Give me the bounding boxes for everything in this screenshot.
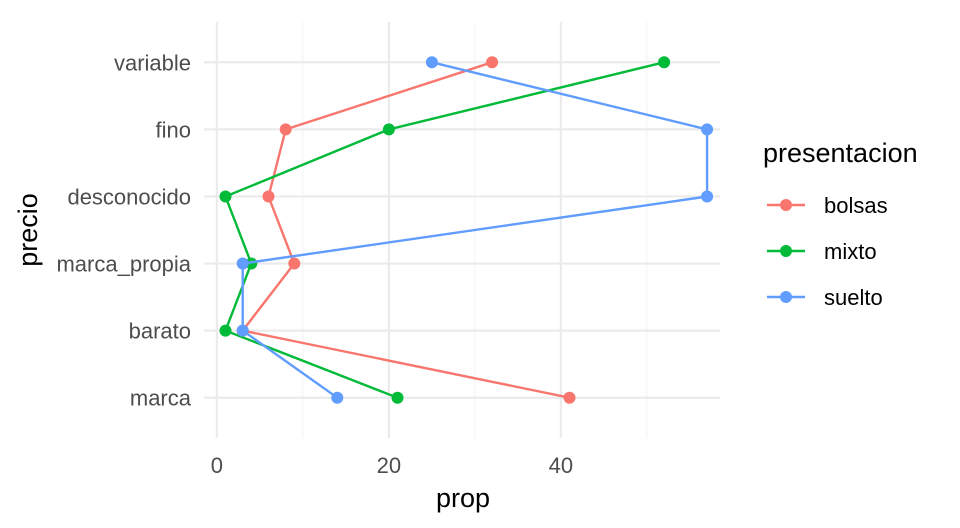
point-suelto-variable xyxy=(425,56,438,69)
point-bolsas-desconocido xyxy=(262,190,275,203)
x-tick-label-40: 40 xyxy=(549,453,573,478)
legend-label-bolsas: bolsas xyxy=(824,193,888,218)
point-bolsas-marca xyxy=(563,391,576,404)
point-bolsas-marca_propia xyxy=(288,257,301,270)
legend-key-point xyxy=(780,199,792,211)
legend-key-point xyxy=(780,291,792,303)
y-axis-ticks: marca barato marca_propia desconocido fino va… xyxy=(56,50,191,410)
point-suelto-barato xyxy=(236,324,249,337)
point-suelto-marca_propia xyxy=(236,257,249,270)
y-tick-label-marca_propia: marca_propia xyxy=(56,252,191,277)
series-bolsas xyxy=(236,56,576,404)
x-axis-ticks: 0 20 40 xyxy=(211,453,573,478)
point-suelto-marca xyxy=(331,391,344,404)
point-suelto-desconocido xyxy=(701,190,714,203)
point-suelto-fino xyxy=(701,123,714,136)
series-line-suelto xyxy=(241,61,709,399)
series-layer xyxy=(219,56,714,404)
y-tick-label-variable: variable xyxy=(114,50,191,75)
point-bolsas-fino xyxy=(279,123,292,136)
legend-label-suelto: suelto xyxy=(824,285,883,310)
series-line-mixto xyxy=(224,61,665,399)
y-tick-label-marca: marca xyxy=(130,386,192,411)
y-tick-label-barato: barato xyxy=(129,319,191,344)
legend-items: bolsas mixto suelto xyxy=(767,193,888,310)
legend-item-mixto: mixto xyxy=(767,239,877,264)
legend-title: presentacion xyxy=(763,138,918,168)
legend-key-point xyxy=(780,245,792,257)
series-mixto xyxy=(219,56,671,404)
y-tick-label-desconocido: desconocido xyxy=(67,184,191,209)
point-mixto-barato xyxy=(219,324,232,337)
legend: presentacion bolsas mixto suelto xyxy=(763,138,918,310)
legend-item-suelto: suelto xyxy=(767,285,883,310)
point-mixto-desconocido xyxy=(219,190,232,203)
point-mixto-variable xyxy=(658,56,671,69)
point-bolsas-variable xyxy=(486,56,499,69)
legend-label-mixto: mixto xyxy=(824,239,877,264)
point-mixto-fino xyxy=(382,123,395,136)
series-suelto xyxy=(236,56,714,404)
x-tick-label-20: 20 xyxy=(377,453,401,478)
y-tick-label-fino: fino xyxy=(156,117,191,142)
point-mixto-marca_propia xyxy=(245,257,258,270)
point-mixto-marca xyxy=(391,391,404,404)
y-axis-title: precio xyxy=(13,193,43,267)
x-tick-label-0: 0 xyxy=(211,453,223,478)
x-axis-title: prop xyxy=(436,483,490,513)
series-line-bolsas xyxy=(241,61,570,399)
legend-item-bolsas: bolsas xyxy=(767,193,888,218)
